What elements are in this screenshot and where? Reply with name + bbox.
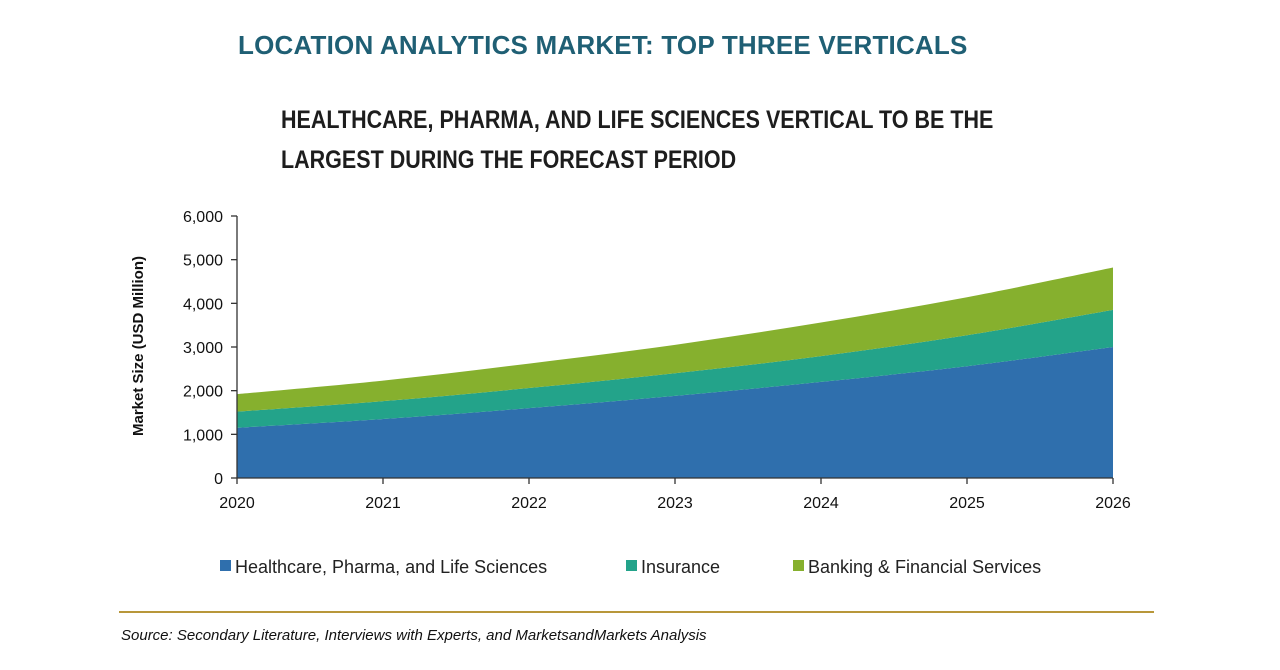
chart-title: LOCATION ANALYTICS MARKET: TOP THREE VER… xyxy=(238,30,968,60)
x-tick-label: 2024 xyxy=(803,495,839,512)
x-tick-label: 2023 xyxy=(657,495,693,512)
legend-label: Insurance xyxy=(641,557,720,577)
y-tick-label: 6,000 xyxy=(183,209,223,226)
x-tick-label: 2022 xyxy=(511,495,547,512)
source-note: Source: Secondary Literature, Interviews… xyxy=(121,627,707,644)
y-axis-title: Market Size (USD Million) xyxy=(130,256,147,436)
x-tick-label: 2020 xyxy=(219,495,255,512)
legend-label: Healthcare, Pharma, and Life Sciences xyxy=(235,557,547,577)
x-tick-label: 2021 xyxy=(365,495,401,512)
legend-swatch xyxy=(220,560,231,571)
legend-item-insurance: Insurance xyxy=(626,557,720,577)
area-healthcare xyxy=(237,347,1113,478)
footer-divider xyxy=(119,611,1154,613)
y-tick-label: 0 xyxy=(214,471,223,488)
legend-item-banking: Banking & Financial Services xyxy=(793,557,1041,577)
legend: Healthcare, Pharma, and Life Sciences Ins… xyxy=(220,557,1041,577)
legend-label: Banking & Financial Services xyxy=(808,557,1041,577)
x-tick-label: 2026 xyxy=(1095,495,1131,512)
area-insurance xyxy=(237,309,1113,428)
y-tick-label: 3,000 xyxy=(183,340,223,357)
x-tick-label: 2025 xyxy=(949,495,985,512)
axes: 0 1,000 2,000 3,000 4,000 5,000 6,000 2020 2021 2… xyxy=(130,209,1131,512)
legend-swatch xyxy=(793,560,804,571)
area-banking xyxy=(237,267,1113,412)
y-tick-label: 5,000 xyxy=(183,253,223,270)
legend-item-healthcare: Healthcare, Pharma, and Life Sciences xyxy=(220,557,547,577)
area-layers xyxy=(237,267,1113,478)
chart-subtitle: HEALTHCARE, PHARMA, AND LIFE SCIENCES VE… xyxy=(281,106,994,174)
y-tick-label: 1,000 xyxy=(183,427,223,444)
y-tick-label: 2,000 xyxy=(183,384,223,401)
legend-swatch xyxy=(626,560,637,571)
y-tick-label: 4,000 xyxy=(183,296,223,313)
